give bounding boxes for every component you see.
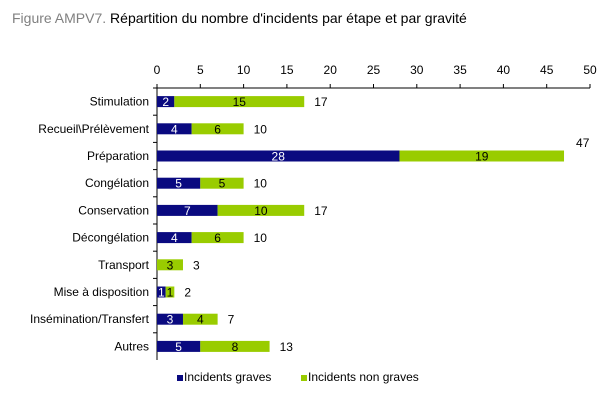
bar-non-graves: [174, 96, 305, 108]
data-label-non-graves: 19: [475, 150, 489, 164]
category-label: Conservation: [78, 203, 149, 217]
bar-non-graves: [191, 232, 244, 244]
data-label-non-graves: 5: [219, 177, 226, 191]
x-tick-label: 5: [197, 63, 204, 77]
bar-graves: [157, 204, 218, 216]
x-tick-label: 50: [583, 63, 597, 77]
data-label-graves: 4: [171, 122, 178, 136]
bar-graves: [157, 123, 192, 135]
bar-non-graves: [165, 286, 175, 298]
category-label: Transport: [98, 258, 150, 272]
category-label: Mise à disposition: [54, 285, 149, 299]
x-tick-label: 0: [154, 63, 161, 77]
total-label: 47: [576, 136, 590, 150]
bar-non-graves: [200, 340, 270, 352]
data-label-graves: 28: [272, 150, 286, 164]
data-label-graves: 2: [162, 95, 169, 109]
bar-non-graves: [182, 313, 218, 325]
bar-graves: [157, 340, 201, 352]
data-label-graves: 5: [175, 340, 182, 354]
x-tick-label: 15: [280, 63, 294, 77]
data-label-non-graves: 3: [167, 258, 174, 272]
category-label: Congélation: [85, 176, 149, 190]
total-label: 13: [280, 340, 294, 354]
data-label-non-graves: 1: [167, 286, 174, 300]
legend-swatch-graves: [177, 375, 183, 381]
x-tick-label: 10: [237, 63, 251, 77]
total-label: 2: [184, 286, 191, 300]
category-label: Insémination/Transfert: [30, 312, 150, 326]
total-label: 10: [254, 231, 268, 245]
data-label-non-graves: 15: [233, 95, 247, 109]
bar-graves: [157, 232, 192, 244]
bar-non-graves: [157, 259, 183, 271]
bar-graves: [157, 150, 400, 162]
legend-label-non-graves: Incidents non graves: [308, 370, 419, 384]
data-label-non-graves: 8: [232, 340, 239, 354]
total-label: 10: [254, 177, 268, 191]
data-label-graves: 1: [158, 286, 165, 300]
total-label: 17: [314, 204, 328, 218]
total-label: 17: [314, 95, 328, 109]
data-label-graves: 7: [184, 204, 191, 218]
figure-number: Figure AMPV7.: [12, 10, 107, 26]
data-label-non-graves: 10: [254, 204, 268, 218]
total-label: 3: [193, 258, 200, 272]
data-label-graves: 5: [175, 177, 182, 191]
legend-swatch-non-graves: [301, 375, 307, 381]
x-tick-label: 35: [453, 63, 467, 77]
bar-graves: [157, 286, 166, 298]
figure-title: Répartition du nombre d'incidents par ét…: [106, 10, 467, 26]
bar-graves: [157, 96, 175, 108]
bar-graves: [157, 177, 201, 189]
x-tick-label: 25: [367, 63, 381, 77]
x-tick-label: 40: [497, 63, 511, 77]
data-label-non-graves: 6: [214, 231, 221, 245]
data-label-non-graves: 6: [214, 122, 221, 136]
total-label: 10: [254, 122, 268, 136]
x-tick-label: 30: [410, 63, 424, 77]
category-label: Décongélation: [72, 231, 149, 245]
category-label: Recueil\Prélèvement: [38, 122, 149, 136]
bar-non-graves: [217, 204, 305, 216]
data-label-graves: 3: [167, 313, 174, 327]
bar-non-graves: [200, 177, 244, 189]
total-label: 7: [228, 313, 235, 327]
data-label-graves: 4: [171, 231, 178, 245]
bar-non-graves: [399, 150, 565, 162]
chart-title: Figure AMPV7. Répartition du nombre d'in…: [12, 10, 467, 26]
data-label-non-graves: 4: [197, 313, 204, 327]
x-tick-label: 20: [324, 63, 338, 77]
legend-label-graves: Incidents graves: [184, 370, 271, 384]
category-label: Préparation: [87, 149, 149, 163]
x-tick-label: 45: [540, 63, 554, 77]
category-label: Autres: [114, 339, 149, 353]
category-label: Stimulation: [90, 95, 149, 109]
bar-non-graves: [191, 123, 244, 135]
bar-graves: [157, 313, 183, 325]
